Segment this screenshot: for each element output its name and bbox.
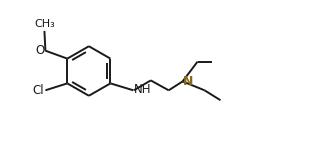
Text: N: N xyxy=(183,75,194,88)
Text: CH₃: CH₃ xyxy=(34,19,55,29)
Text: NH: NH xyxy=(134,83,152,96)
Text: Cl: Cl xyxy=(33,84,44,97)
Text: O: O xyxy=(36,44,45,57)
